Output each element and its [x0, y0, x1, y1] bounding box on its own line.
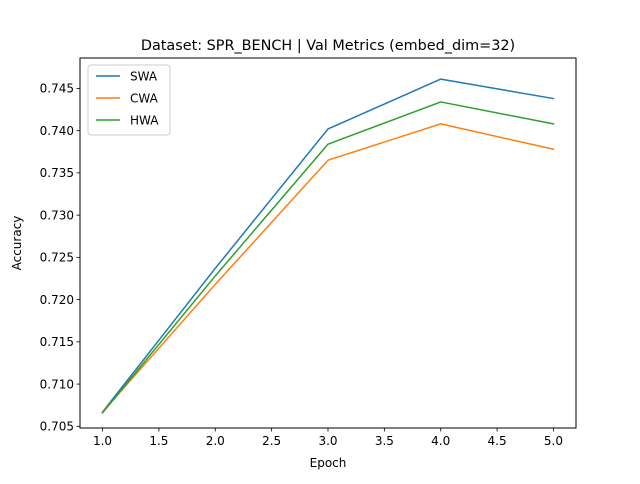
- y-tick-label: 0.705: [40, 420, 74, 434]
- x-axis-label: Epoch: [310, 456, 347, 470]
- y-tick-label: 0.715: [40, 335, 74, 349]
- x-tick-label: 5.0: [544, 434, 563, 448]
- y-axis: 0.705 0.710 0.715 0.720 0.725 0.730 0.735 0.740…: [40, 82, 80, 434]
- y-tick-label: 0.735: [40, 166, 74, 180]
- x-tick-label: 4.5: [488, 434, 507, 448]
- x-axis: 1.0 1.5 2.0 2.5 3.0 3.5 4.0 4.5 5.0: [93, 428, 563, 448]
- x-tick-label: 1.0: [93, 434, 112, 448]
- x-tick-label: 1.5: [149, 434, 168, 448]
- series-layer: [101, 78, 555, 414]
- x-tick-label: 3.0: [318, 434, 337, 448]
- series-line-swa: [101, 78, 555, 414]
- y-tick-label: 0.725: [40, 251, 74, 265]
- y-tick-label: 0.740: [40, 124, 74, 138]
- x-tick-label: 4.0: [431, 434, 450, 448]
- series-line-cwa: [101, 123, 555, 414]
- x-tick-label: 3.5: [375, 434, 394, 448]
- y-tick-label: 0.710: [40, 377, 74, 391]
- y-axis-label: Accuracy: [10, 216, 24, 271]
- legend-label-hwa: HWA: [130, 113, 159, 127]
- y-tick-label: 0.730: [40, 208, 74, 222]
- legend: SWA CWA HWA: [87, 64, 171, 136]
- y-tick-label: 0.720: [40, 293, 74, 307]
- x-tick-label: 2.5: [262, 434, 281, 448]
- legend-box: [87, 64, 171, 136]
- series-line-hwa: [101, 101, 555, 414]
- y-tick-label: 0.745: [40, 82, 74, 96]
- legend-label-swa: SWA: [130, 69, 158, 83]
- x-tick-label: 2.0: [206, 434, 225, 448]
- legend-label-cwa: CWA: [130, 91, 159, 105]
- chart-title: Dataset: SPR_BENCH | Val Metrics (embed_…: [141, 38, 515, 54]
